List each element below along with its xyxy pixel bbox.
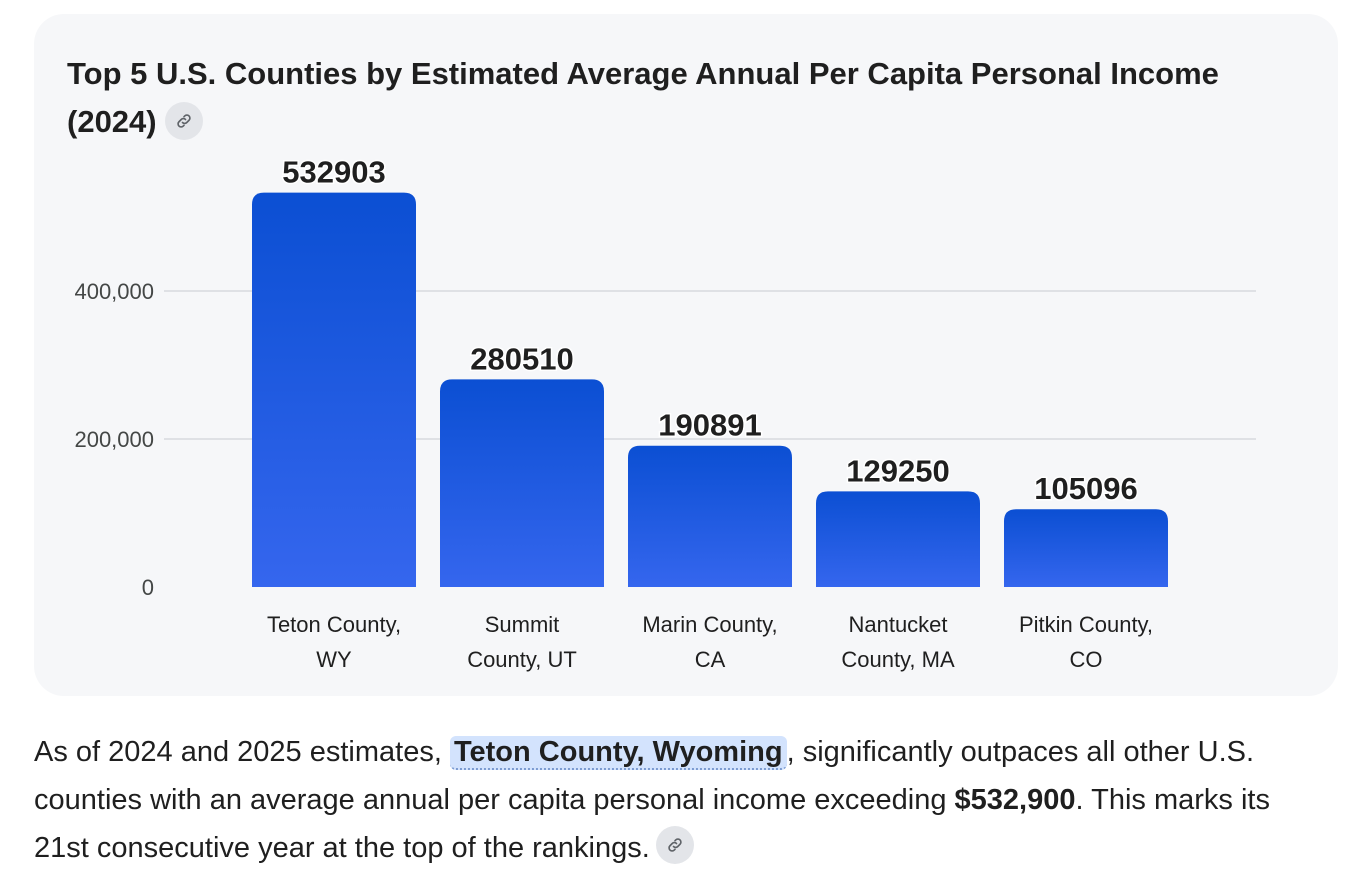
bar[interactable]	[816, 491, 980, 587]
x-tick-label: Teton County, WY	[267, 612, 401, 672]
chart-title: Top 5 U.S. Counties by Estimated Average…	[67, 50, 1287, 146]
bar-value-label: 190891	[658, 408, 761, 443]
answer-link-button[interactable]	[655, 826, 694, 865]
link-icon	[668, 838, 682, 853]
entity-chip-teton-county[interactable]: Teton County, Wyoming	[449, 736, 787, 770]
y-tick-label: 400,000	[74, 279, 154, 304]
answer-text-3: . This marks its 21st consecutive year a…	[34, 784, 1270, 864]
x-tick-label: Pitkin County, CO	[1019, 612, 1153, 672]
y-tick-label: 0	[142, 575, 154, 600]
link-icon	[176, 114, 191, 128]
chart-card: Top 5 U.S. Counties by Estimated Average…	[34, 14, 1338, 696]
bar[interactable]	[252, 192, 416, 587]
income-amount: $532,900	[954, 784, 1076, 816]
data-labels: 532903 280510 190891 129250 105096	[281, 153, 1139, 508]
answer-text-1: As of 2024 and 2025 estimates,	[34, 736, 450, 768]
bar[interactable]	[628, 445, 792, 587]
title-link-button[interactable]	[164, 101, 203, 140]
chart-title-text: Top 5 U.S. Counties by Estimated Average…	[67, 56, 1219, 139]
bar-value-label: 532903	[282, 155, 385, 190]
y-axis-ticks: 0 200,000 400,000	[74, 279, 154, 600]
bar-value-label: 129250	[846, 453, 949, 488]
answer-text-2: , significantly outpaces all other U.S. …	[34, 736, 1255, 816]
bar[interactable]	[440, 379, 604, 587]
bars	[252, 192, 1168, 587]
bar[interactable]	[1004, 509, 1168, 587]
answer-paragraph: As of 2024 and 2025 estimates, Teton Cou…	[34, 728, 1324, 872]
x-tick-label: Summit County, UT	[467, 612, 577, 672]
x-axis-labels: Teton County, WY Summit County, UT Marin Cou…	[267, 612, 1153, 672]
y-tick-label: 200,000	[74, 427, 154, 452]
x-tick-label: Marin County, CA	[642, 612, 777, 672]
x-tick-label: Nantucket County, MA	[841, 612, 955, 672]
bar-chart: 0 200,000 400,000 532903 280510 190891 129250…	[74, 153, 1256, 672]
bar-value-label: 105096	[1034, 471, 1137, 506]
bar-value-label: 280510	[470, 341, 573, 376]
